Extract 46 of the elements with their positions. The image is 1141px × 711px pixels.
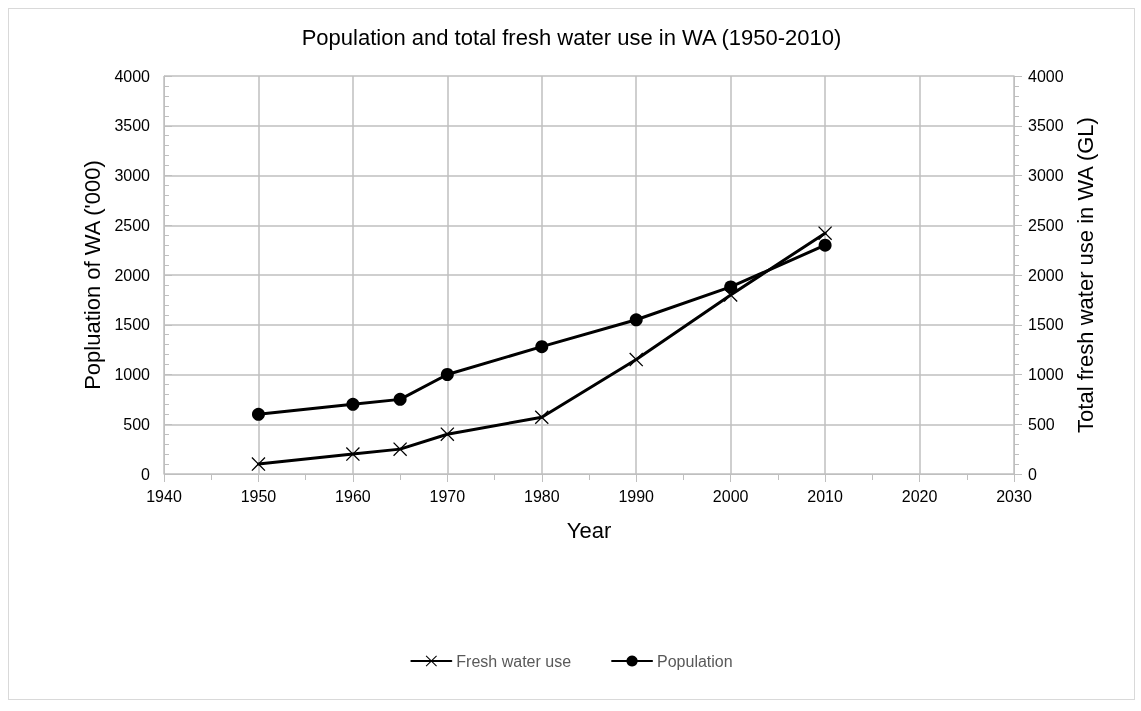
y2-axis-title: Total fresh water use in WA (GL) [1072, 117, 1098, 433]
x-tick-label: 2030 [996, 487, 1032, 505]
point [818, 226, 833, 241]
y2-tick-label: 1500 [1028, 316, 1064, 334]
point [724, 280, 738, 294]
y-axis-title: Popluation of WA ('000) [80, 160, 106, 390]
y2-tick-label: 4000 [1028, 67, 1064, 85]
x-tick-label: 2020 [901, 487, 938, 505]
y-tick-label: 1000 [114, 366, 151, 383]
y2-tick-label: 0 [1028, 465, 1037, 483]
x-tick-label: 1960 [335, 487, 371, 505]
x-axis-title: Year [566, 517, 612, 543]
x-tick-label: 1970 [429, 487, 466, 505]
y-tick-label: 3500 [114, 117, 151, 135]
x-tick-label: 1950 [240, 487, 277, 505]
y-tick-label: 2000 [114, 266, 151, 284]
x-tick-label: 1980 [523, 487, 560, 505]
point [629, 352, 644, 367]
legend-label: Population [657, 652, 733, 670]
point [440, 427, 455, 442]
y-tick-label: 0 [141, 465, 151, 483]
point [629, 313, 643, 327]
point [393, 392, 407, 406]
point [346, 397, 360, 411]
y-tick-label: 4000 [114, 67, 151, 85]
y-tick-label: 1500 [114, 316, 151, 334]
y2-tick-label: 2000 [1028, 266, 1064, 284]
y2-tick-label: 500 [1028, 415, 1055, 433]
point [251, 407, 265, 421]
point [818, 238, 832, 252]
x-tick-label: 2000 [712, 487, 749, 505]
y-tick-label: 3000 [114, 167, 151, 184]
legend-label: Fresh water use [456, 652, 572, 670]
x-tick-label: 1990 [618, 487, 655, 505]
x-tick-label: 1940 [146, 487, 182, 505]
y2-tick-label: 2500 [1028, 216, 1064, 234]
x-tick-label: 2010 [807, 487, 844, 505]
point [251, 457, 266, 472]
y2-tick-label: 3500 [1028, 117, 1064, 135]
y2-tick-label: 1000 [1028, 366, 1064, 383]
chart-title: Population and total fresh water use in WA (1950-2010) [301, 24, 842, 50]
point [535, 340, 549, 354]
y-tick-label: 2500 [114, 216, 151, 234]
y2-tick-label: 3000 [1028, 167, 1064, 184]
point [440, 368, 454, 381]
y-tick-label: 500 [123, 415, 151, 433]
